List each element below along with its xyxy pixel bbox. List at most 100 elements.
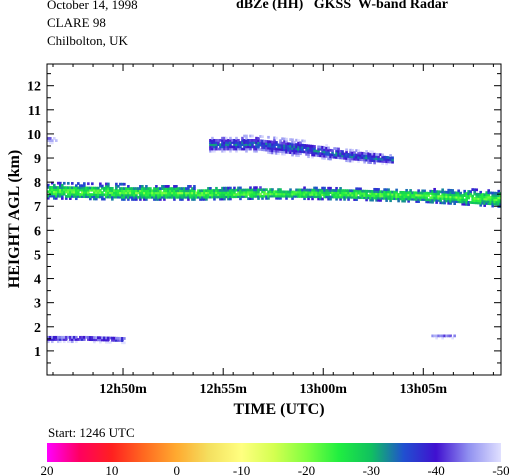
echo-cell: [53, 192, 56, 196]
echo-cell: [93, 193, 96, 196]
echo-cell: [47, 196, 50, 200]
echo-cell: [269, 192, 272, 196]
echo-cell: [343, 189, 346, 193]
echo-cell: [359, 196, 362, 199]
echo-cell: [365, 198, 368, 202]
echo-cell: [361, 154, 364, 157]
echo-cell: [361, 189, 364, 193]
echo-cell: [329, 155, 332, 159]
echo-cell: [79, 335, 82, 339]
echo-cell: [483, 199, 486, 203]
echo-cell: [169, 189, 172, 193]
echo-cell: [233, 193, 236, 196]
echo-cell: [231, 188, 234, 192]
echo-cell: [287, 194, 290, 198]
echo-cell: [207, 195, 210, 199]
echo-cell: [221, 147, 224, 151]
echo-cell: [369, 189, 372, 193]
echo-cell: [107, 195, 110, 199]
echo-cell: [113, 338, 116, 342]
echo-cell: [277, 194, 280, 198]
echo-cell: [337, 195, 340, 199]
echo-cell: [449, 188, 452, 192]
echo-cell: [155, 193, 158, 197]
echo-cell: [213, 149, 216, 153]
site-label: Chilbolton, UK: [47, 33, 128, 48]
echo-cell: [193, 189, 196, 193]
echo-cell: [103, 336, 106, 340]
echo-cell: [345, 150, 348, 154]
echo-cell: [253, 147, 256, 151]
echo-cell: [281, 192, 284, 196]
echo-cell: [73, 338, 76, 341]
echo-cell: [447, 191, 450, 194]
echo-cell: [97, 191, 100, 194]
echo-cell: [373, 159, 376, 163]
echo-cell: [475, 199, 478, 203]
echo-cell: [379, 159, 382, 163]
echo-cell: [491, 193, 494, 197]
echo-cell: [465, 203, 468, 206]
echo-cell: [193, 185, 196, 188]
echo-cell: [261, 190, 264, 194]
echo-cell: [179, 193, 182, 197]
echo-cell: [143, 195, 146, 199]
campaign-label: CLARE 98: [47, 15, 106, 30]
echo-cell: [107, 182, 110, 186]
echo-cell: [363, 194, 366, 197]
echo-cell: [173, 198, 176, 201]
echo-cell: [125, 195, 128, 199]
echo-cell: [237, 143, 240, 147]
x-tick-label: 12h50m: [99, 382, 147, 397]
echo-cell: [351, 193, 354, 197]
echo-cell: [49, 188, 52, 191]
echo-cell: [303, 139, 306, 143]
echo-cell: [115, 189, 118, 193]
echo-cell: [59, 186, 62, 189]
echo-cell: [395, 188, 398, 192]
echo-cell: [165, 193, 168, 197]
echo-cell: [433, 334, 436, 338]
echo-cell: [351, 189, 354, 193]
echo-cell: [357, 191, 360, 195]
echo-cell: [101, 195, 104, 199]
echo-cell: [53, 137, 56, 140]
echo-cell: [213, 195, 216, 199]
echo-cell: [365, 194, 368, 197]
echo-cell: [491, 204, 494, 208]
echo-cell: [227, 195, 230, 199]
echo-cell: [99, 188, 102, 192]
echo-cell: [427, 198, 430, 202]
echo-cell: [317, 145, 320, 149]
echo-cell: [197, 189, 200, 193]
echo-cell: [251, 141, 254, 144]
echo-cell: [55, 335, 58, 339]
echo-cell: [171, 193, 174, 197]
echo-cell: [357, 155, 360, 159]
echo-cell: [145, 187, 148, 190]
echo-cell: [93, 197, 96, 201]
echo-cell: [101, 191, 104, 194]
echo-cell: [347, 155, 350, 158]
echo-cell: [351, 155, 354, 159]
echo-cell: [185, 187, 188, 190]
echo-cell: [267, 196, 270, 200]
echo-cell: [385, 162, 388, 166]
echo-cell: [485, 195, 488, 199]
echo-cell: [351, 157, 354, 161]
echo-cell: [293, 149, 296, 153]
echo-cell: [203, 193, 206, 197]
echo-cell: [161, 185, 164, 188]
echo-cell: [57, 186, 60, 189]
echo-cell: [385, 192, 388, 196]
echo-cell: [209, 138, 212, 142]
echo-cell: [49, 137, 52, 140]
echo-cell: [117, 189, 120, 193]
echo-cell: [423, 191, 426, 195]
echo-cell: [391, 158, 394, 162]
echo-cell: [249, 192, 252, 196]
echo-cell: [67, 335, 70, 339]
echo-cell: [129, 189, 132, 193]
echo-cell: [133, 198, 136, 201]
echo-cell: [109, 186, 112, 190]
